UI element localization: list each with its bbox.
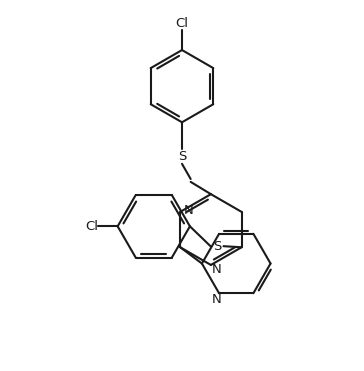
Text: Cl: Cl [175,17,189,30]
Text: N: N [183,204,193,217]
Text: N: N [211,293,221,306]
Text: S: S [178,150,186,163]
Text: N: N [211,263,221,276]
Text: Cl: Cl [85,220,98,233]
Text: S: S [213,240,221,253]
